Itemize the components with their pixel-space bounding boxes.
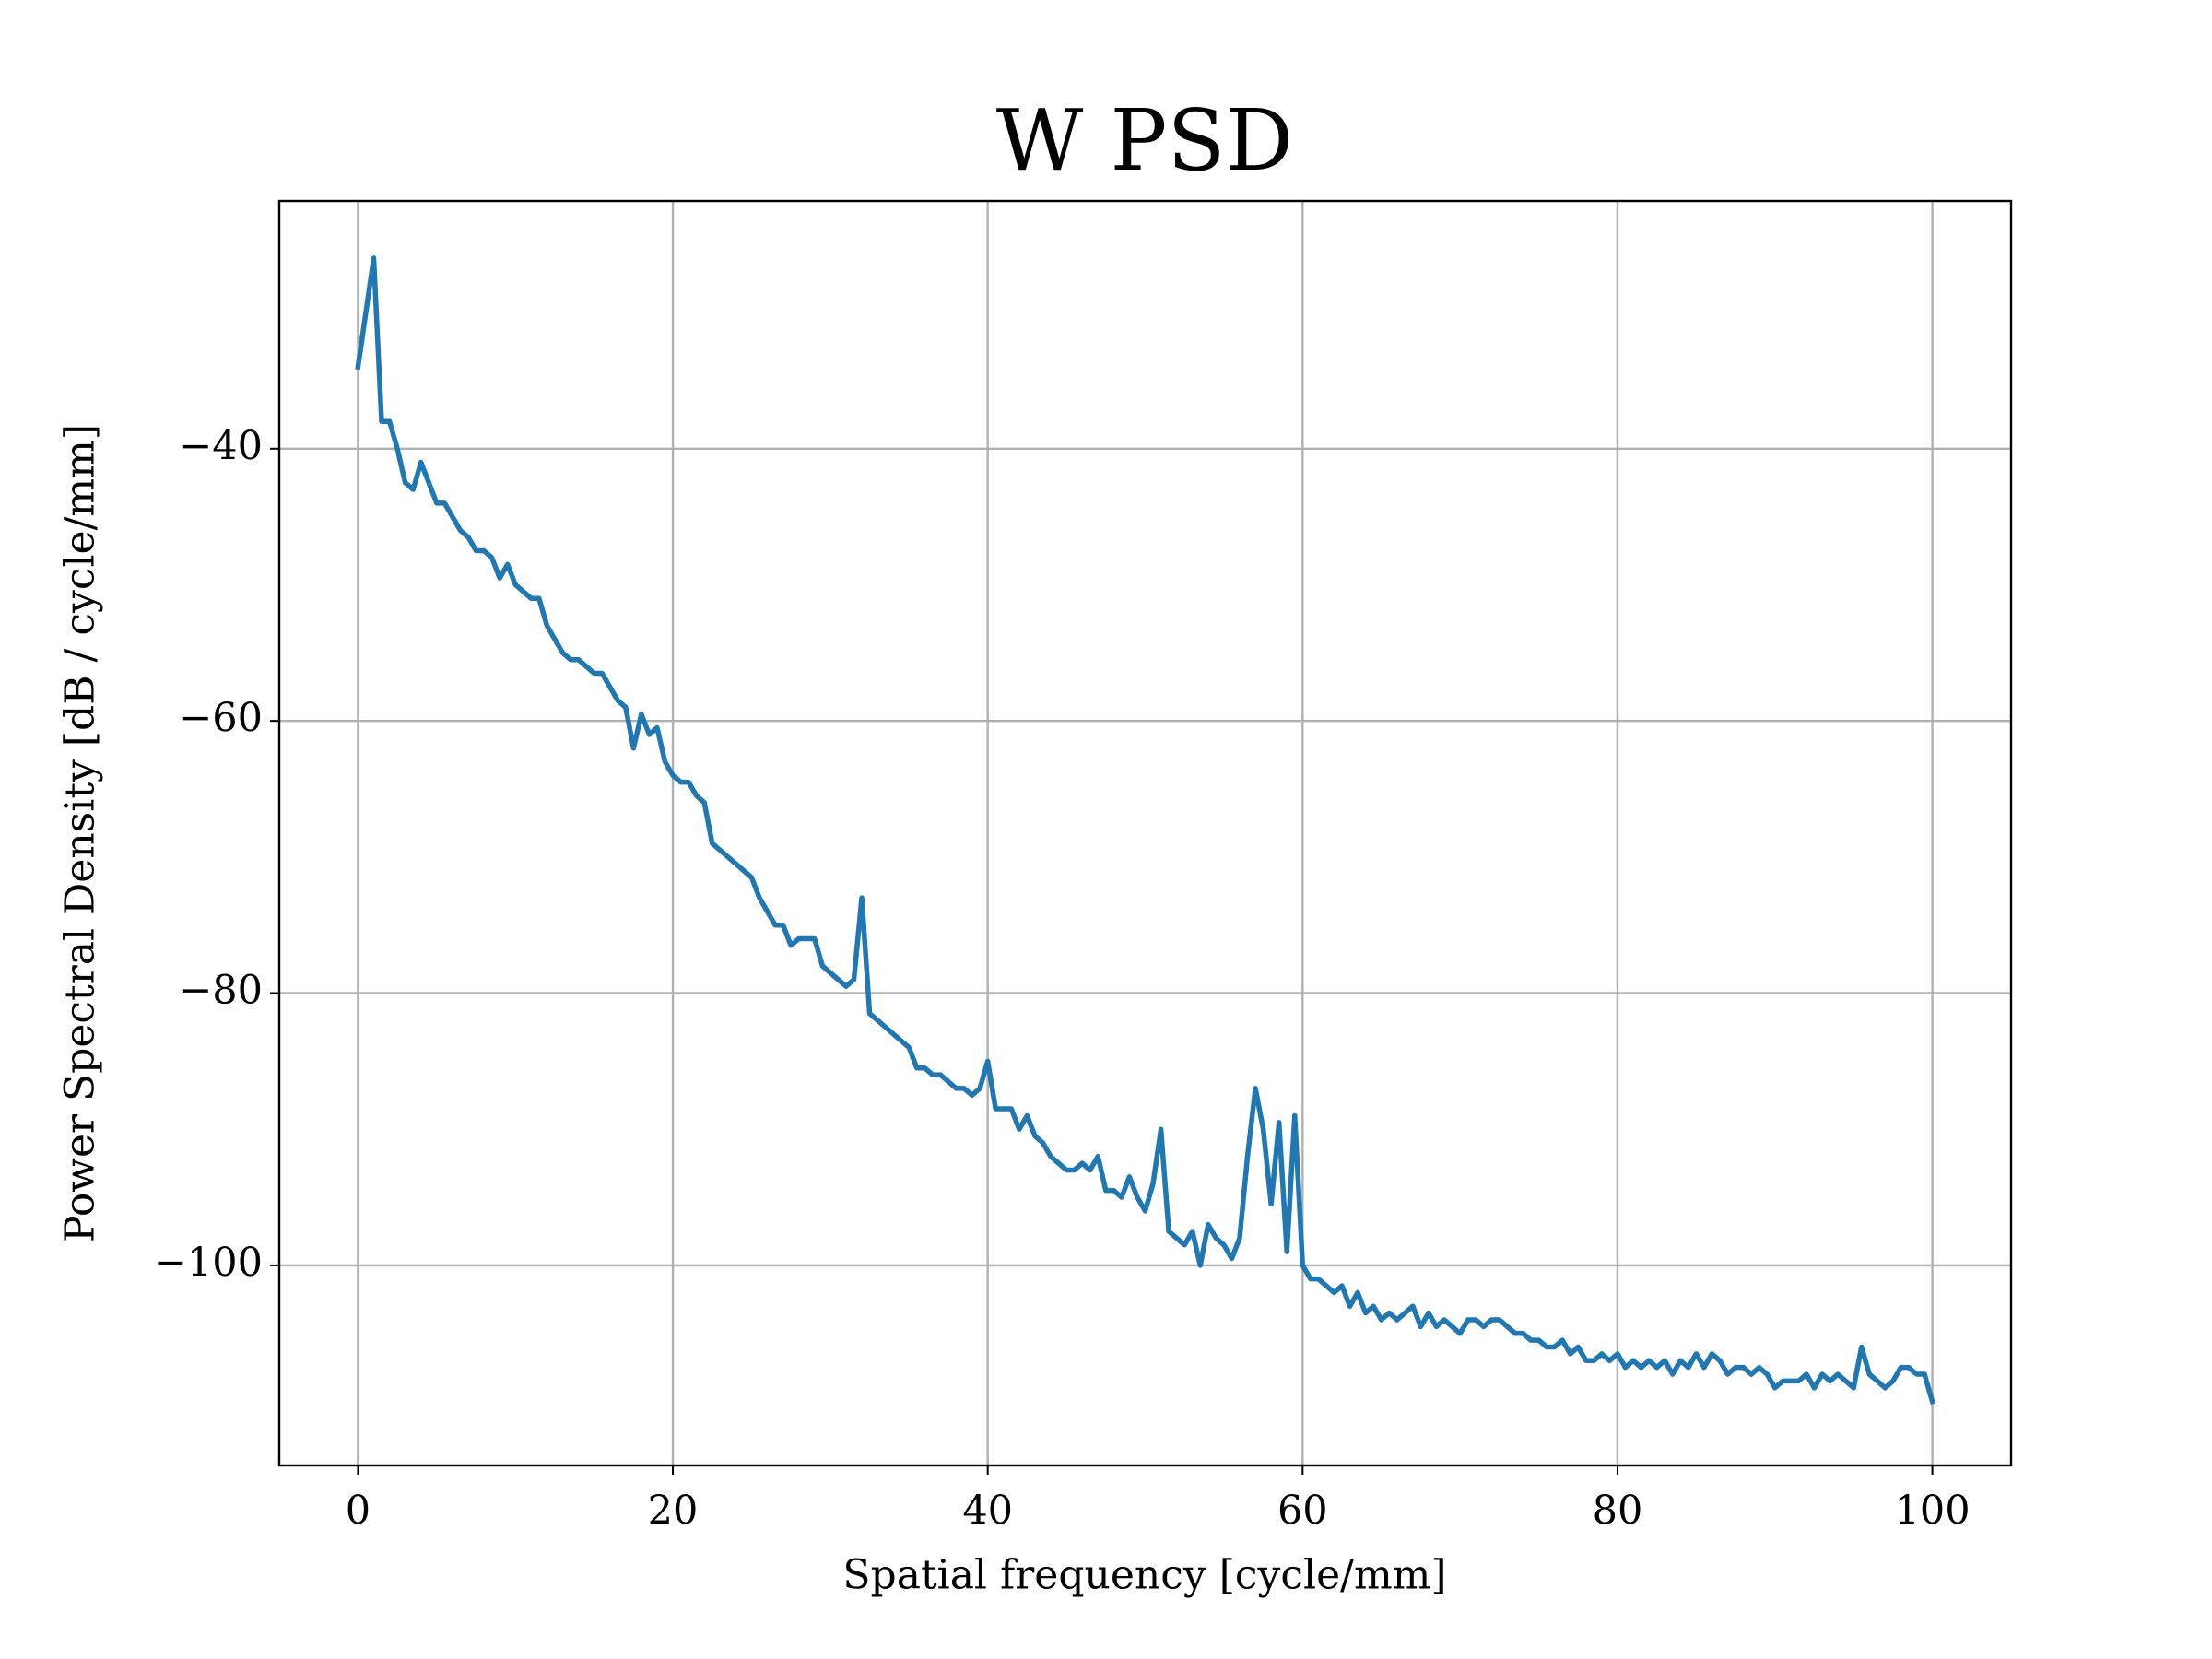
x-axis-label: Spatial frequency [cycle/mm]	[842, 1552, 1446, 1599]
x-tick-label: 20	[648, 1488, 699, 1534]
x-tick-label: 40	[962, 1488, 1013, 1534]
y-tick-label: −80	[179, 968, 263, 1014]
chart-title: W PSD	[996, 91, 1294, 190]
x-tick-label: 80	[1593, 1488, 1643, 1534]
x-tick-label: 0	[346, 1488, 371, 1534]
x-tick-label: 100	[1895, 1488, 1971, 1534]
y-tick-label: −100	[154, 1240, 263, 1286]
y-tick-label: −40	[179, 423, 263, 469]
plot-frame	[277, 199, 2013, 1467]
data-line	[355, 255, 1936, 1405]
x-tick-label: 60	[1277, 1488, 1328, 1534]
y-tick-label: −60	[179, 695, 263, 741]
y-axis-label: Power Spectral Density [dB / cycle/mm]	[57, 424, 104, 1242]
